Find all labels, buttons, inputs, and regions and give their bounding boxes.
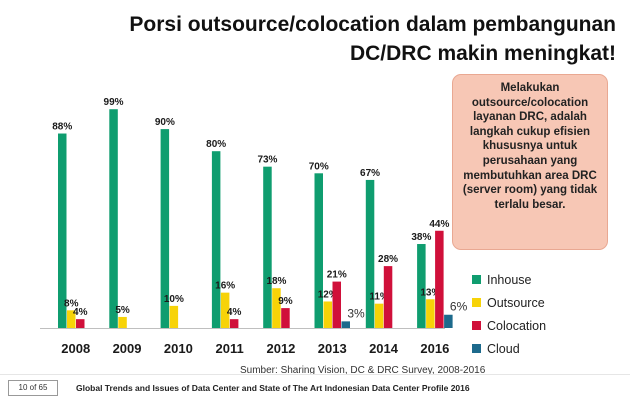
bar-colocation-2011	[229, 319, 239, 328]
bar-inhouse-2011	[211, 151, 221, 328]
x-tick-label-2012: 2012	[266, 341, 295, 356]
legend-label-colocation: Colocation	[487, 318, 547, 333]
bar-outsource-2016	[426, 299, 435, 328]
legend-label-cloud: Cloud	[487, 341, 520, 356]
bar-inhouse-2014	[365, 179, 375, 328]
data-label-outsource-2009: 5%	[115, 305, 130, 316]
data-label-inhouse-2014: 67%	[360, 168, 380, 179]
data-label-outsource-2010: 10%	[164, 294, 184, 305]
source-note: Sumber: Sharing Vision, DC & DRC Survey,…	[240, 365, 486, 376]
x-tick-label-2016: 2016	[420, 341, 449, 356]
data-label-colocation-2014: 28%	[378, 254, 398, 265]
bar-colocation-2016	[435, 230, 444, 328]
data-label-cloud-2016: 6%	[450, 300, 468, 314]
data-label-inhouse-2008: 88%	[52, 122, 72, 133]
bar-cloud-2016	[444, 314, 453, 328]
data-label-inhouse-2009: 99%	[104, 97, 124, 108]
bar-inhouse-2010	[160, 129, 170, 328]
x-tick-label-2009: 2009	[113, 341, 142, 356]
data-label-colocation-2016: 44%	[429, 219, 449, 230]
bar-colocation-2014	[383, 266, 393, 328]
bar-outsource-2008	[67, 310, 76, 328]
data-label-colocation-2011: 4%	[227, 307, 242, 318]
data-label-inhouse-2010: 90%	[155, 117, 175, 128]
bar-outsource-2009	[118, 316, 127, 328]
page-number: 10 of 65	[8, 380, 58, 396]
footer-text: Global Trends and Issues of Data Center …	[76, 383, 470, 393]
x-tick-label-2011: 2011	[216, 341, 244, 356]
x-tick-label-2013: 2013	[318, 341, 347, 356]
bar-outsource-2013	[323, 301, 332, 328]
bar-colocation-2008	[76, 319, 85, 328]
legend-item-outsource: Outsource	[472, 291, 546, 314]
data-label-cloud-2013: 3%	[347, 306, 365, 320]
chart-legend: Inhouse Outsource Colocation Cloud	[472, 268, 546, 360]
legend-swatch-cloud	[472, 344, 481, 353]
data-label-outsource-2014: 11%	[369, 292, 389, 303]
legend-swatch-outsource	[472, 298, 481, 307]
bar-outsource-2011	[220, 292, 230, 328]
data-label-colocation-2013: 21%	[327, 270, 347, 281]
bar-inhouse-2008	[58, 133, 67, 328]
slide-title: Porsi outsource/colocation dalam pembang…	[16, 10, 616, 68]
title-line-1: Porsi outsource/colocation dalam pembang…	[129, 13, 616, 36]
footer-divider	[0, 374, 630, 375]
data-label-outsource-2016: 13%	[420, 287, 440, 298]
bar-outsource-2014	[374, 303, 384, 328]
x-tick-label-2008: 2008	[61, 341, 90, 356]
bar-inhouse-2009	[109, 109, 118, 329]
bar-colocation-2012	[281, 308, 290, 328]
data-label-outsource-2008: 8%	[64, 298, 79, 309]
bar-outsource-2010	[169, 305, 179, 328]
legend-item-cloud: Cloud	[472, 337, 546, 360]
data-label-outsource-2013: 12%	[318, 289, 338, 300]
data-label-inhouse-2016: 38%	[411, 232, 431, 243]
data-label-inhouse-2012: 73%	[257, 155, 277, 166]
legend-swatch-colocation	[472, 321, 481, 330]
data-label-outsource-2011: 16%	[215, 281, 235, 292]
legend-label-outsource: Outsource	[487, 295, 545, 310]
title-line-2: DC/DRC makin meningkat!	[349, 42, 616, 65]
bar-colocation-2013	[332, 281, 341, 328]
legend-item-colocation: Colocation	[472, 314, 546, 337]
callout-box: Melakukan outsource/colocation layanan D…	[452, 74, 608, 250]
bar-inhouse-2013	[314, 173, 323, 328]
x-tick-label-2014: 2014	[369, 341, 399, 356]
bar-inhouse-2016	[417, 244, 426, 328]
data-label-colocation-2012: 9%	[278, 296, 293, 307]
bar-cloud-2013	[341, 321, 350, 328]
data-label-inhouse-2013: 70%	[309, 161, 329, 172]
legend-item-inhouse: Inhouse	[472, 268, 546, 291]
bar-outsource-2012	[272, 288, 281, 328]
bar-inhouse-2012	[263, 166, 272, 328]
data-label-inhouse-2011: 80%	[206, 139, 226, 150]
data-label-outsource-2012: 18%	[266, 276, 286, 287]
x-tick-label-2010: 2010	[164, 341, 193, 356]
legend-swatch-inhouse	[472, 275, 481, 284]
legend-label-inhouse: Inhouse	[487, 272, 532, 287]
data-label-colocation-2008: 4%	[73, 307, 88, 318]
